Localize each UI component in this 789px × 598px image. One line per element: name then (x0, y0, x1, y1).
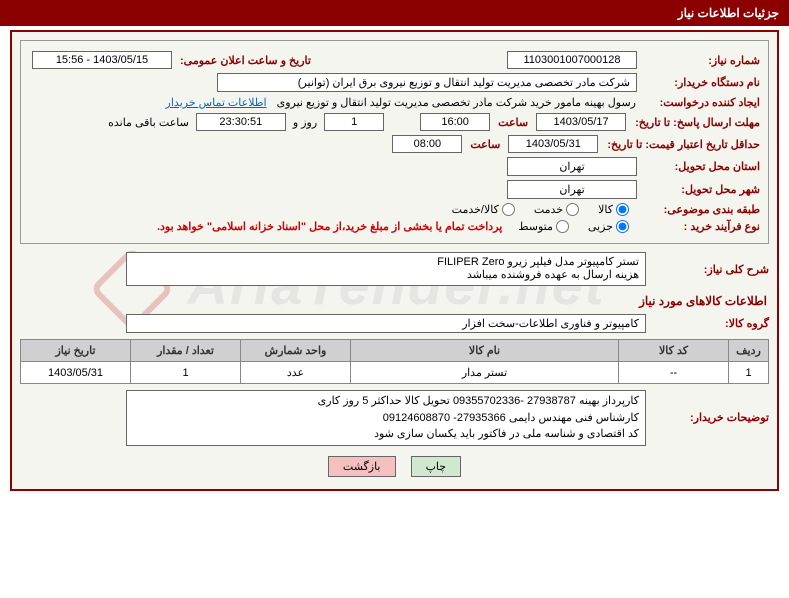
need-no-label: شماره نیاز: (640, 54, 760, 67)
city-label: شهر محل تحویل: (640, 183, 760, 196)
process-radio-group: جزیی متوسط (510, 220, 640, 233)
hour-label-1: ساعت (493, 116, 533, 129)
validity-time: 08:00 (392, 135, 462, 153)
requester-label: ایجاد کننده درخواست: (640, 96, 760, 109)
cat-goods-option[interactable]: کالا (598, 203, 632, 216)
cat-service-radio[interactable] (566, 203, 579, 216)
validity-label: حداقل تاریخ اعتبار قیمت: تا تاریخ: (601, 138, 760, 151)
td-code: -- (619, 362, 729, 384)
main-frame: AriaTender.net شماره نیاز: 1103001007000… (10, 30, 779, 491)
proc-medium-option[interactable]: متوسط (518, 220, 572, 233)
print-button[interactable]: چاپ (411, 456, 462, 477)
page-header: جزئیات اطلاعات نیاز (0, 0, 789, 26)
remaining: ساعت باقی مانده (104, 116, 193, 129)
buyer-value: شرکت مادر تخصصی مدیریت تولید انتقال و تو… (217, 73, 637, 92)
cat-both-option[interactable]: کالا/خدمت (452, 203, 518, 216)
contact-link[interactable]: اطلاعات تماس خریدار (166, 96, 267, 109)
validity-date: 1403/05/31 (508, 135, 598, 153)
td-idx: 1 (729, 362, 769, 384)
info-section: شماره نیاز: 1103001007000128 تاریخ و ساع… (20, 40, 769, 244)
th-date: تاریخ نیاز (21, 340, 131, 362)
hour-label-2: ساعت (465, 138, 505, 151)
cat-goods-radio[interactable] (616, 203, 629, 216)
days-and: روز و (289, 116, 321, 129)
province-value: تهران (507, 157, 637, 176)
process-label: نوع فرآیند خرید : (640, 220, 760, 233)
desc-label: شرح کلی نیاز: (649, 263, 769, 276)
requester-value: رسول بهینه مامور خرید شرکت مادر تخصصی مد… (273, 96, 640, 109)
city-value: تهران (507, 180, 637, 199)
category-radio-group: کالا خدمت کالا/خدمت (444, 203, 640, 216)
need-no-value: 1103001007000128 (507, 51, 637, 69)
deadline-date: 1403/05/17 (536, 113, 626, 131)
footer-buttons: چاپ بازگشت (20, 456, 769, 477)
td-name: تستر مدار (351, 362, 619, 384)
th-unit: واحد شمارش (241, 340, 351, 362)
group-value: کامپیوتر و فناوری اطلاعات-سخت افزار (126, 314, 646, 333)
payment-note: پرداخت تمام یا بخشی از مبلغ خرید،از محل … (157, 220, 502, 233)
th-name: نام کالا (351, 340, 619, 362)
table-header-row: ردیف کد کالا نام کالا واحد شمارش تعداد /… (21, 340, 769, 362)
deadline-label: مهلت ارسال پاسخ: تا تاریخ: (629, 116, 760, 129)
td-date: 1403/05/31 (21, 362, 131, 384)
table-row: 1 -- تستر مدار عدد 1 1403/05/31 (21, 362, 769, 384)
proc-partial-option[interactable]: جزیی (588, 220, 632, 233)
announce-label: تاریخ و ساعت اعلان عمومی: (175, 54, 316, 67)
buyer-notes-label: توضیحات خریدار: (649, 411, 769, 424)
th-code: کد کالا (619, 340, 729, 362)
days-value: 1 (324, 113, 384, 131)
th-qty: تعداد / مقدار (131, 340, 241, 362)
buyer-label: نام دستگاه خریدار: (640, 76, 760, 89)
header-title: جزئیات اطلاعات نیاز (678, 6, 779, 20)
announce-value: 1403/05/15 - 15:56 (32, 51, 172, 69)
deadline-time: 16:00 (420, 113, 490, 131)
category-label: طبقه بندی موضوعی: (640, 203, 760, 216)
cat-service-option[interactable]: خدمت (534, 203, 582, 216)
countdown: 23:30:51 (196, 113, 286, 131)
proc-partial-radio[interactable] (616, 220, 629, 233)
back-button[interactable]: بازگشت (328, 456, 396, 477)
cat-both-radio[interactable] (502, 203, 515, 216)
proc-medium-radio[interactable] (556, 220, 569, 233)
group-label: گروه کالا: (649, 317, 769, 330)
th-idx: ردیف (729, 340, 769, 362)
td-qty: 1 (131, 362, 241, 384)
province-label: استان محل تحویل: (640, 160, 760, 173)
buyer-notes-value: کارپرداز بهینه 27938787 -09355702336 تحو… (126, 390, 646, 446)
goods-section-title: اطلاعات کالاهای مورد نیاز (22, 294, 767, 308)
desc-value: تستر کامپیوتر مدل فیلپر زیرو FILIPER Zer… (126, 252, 646, 286)
goods-table: ردیف کد کالا نام کالا واحد شمارش تعداد /… (20, 339, 769, 384)
td-unit: عدد (241, 362, 351, 384)
